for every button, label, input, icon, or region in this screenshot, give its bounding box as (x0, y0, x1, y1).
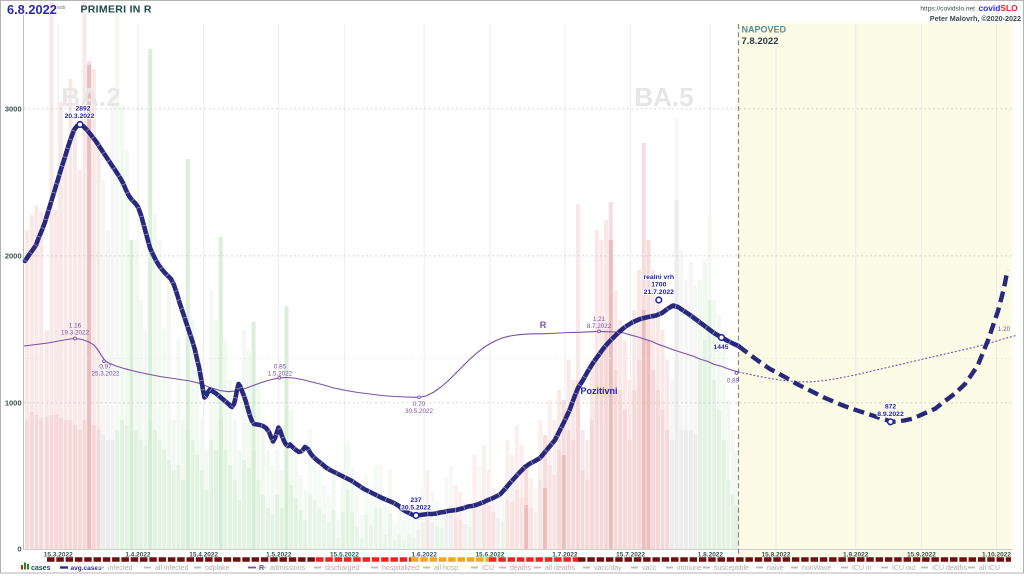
svg-text:nonWave: nonWave (802, 565, 831, 572)
svg-text:1.10.2022: 1.10.2022 (982, 552, 1011, 559)
svg-text:BA.2: BA.2 (61, 82, 120, 112)
svg-text:infected: infected (108, 565, 133, 572)
svg-text:PRIMERI IN R: PRIMERI IN R (81, 4, 152, 16)
svg-text:immune: immune (677, 565, 702, 572)
svg-text:sob: sob (57, 5, 65, 11)
svg-text:all deaths: all deaths (545, 565, 575, 572)
svg-text:2892: 2892 (76, 106, 91, 113)
svg-text:ICU in: ICU in (852, 565, 872, 572)
svg-text:vacc: vacc (642, 565, 657, 572)
svg-text:1.7.2022: 1.7.2022 (552, 552, 578, 559)
svg-text:1.4.2022: 1.4.2022 (125, 552, 151, 559)
svg-text:0.85: 0.85 (274, 364, 287, 371)
svg-text:ICU out: ICU out (892, 565, 916, 572)
svg-text:discharged: discharged (325, 565, 359, 572)
svg-text:1.16: 1.16 (69, 323, 82, 330)
svg-text:cases: cases (31, 565, 51, 572)
svg-text:0.70: 0.70 (413, 401, 426, 408)
svg-text:odplake: odplake (205, 565, 230, 572)
svg-text:naive: naive (767, 565, 784, 572)
svg-text:8.7.2022: 8.7.2022 (587, 323, 612, 330)
svg-text:1445: 1445 (714, 344, 729, 351)
svg-text:15.7.2022: 15.7.2022 (616, 552, 645, 559)
svg-text:realni vrh: realni vrh (643, 274, 674, 281)
svg-text:6.8.2022: 6.8.2022 (7, 2, 57, 17)
svg-text:susceptible: susceptible (714, 565, 749, 572)
svg-text:0,89: 0,89 (727, 378, 740, 385)
svg-text:21.7.2022: 21.7.2022 (644, 289, 674, 296)
svg-text:1.9.2022: 1.9.2022 (843, 552, 869, 559)
svg-text:all infected: all infected (155, 565, 189, 572)
svg-text:15.4.2022: 15.4.2022 (189, 552, 218, 559)
svg-text:15.8.2022: 15.8.2022 (762, 552, 791, 559)
svg-text:vacc/day: vacc/day (594, 565, 622, 572)
svg-text:15.5.2022: 15.5.2022 (330, 552, 359, 559)
svg-text:30.5.2022: 30.5.2022 (405, 408, 434, 415)
svg-text:872: 872 (885, 404, 897, 411)
svg-text:Pozitivni: Pozitivni (580, 386, 617, 396)
svg-text:1.8.2022: 1.8.2022 (698, 552, 724, 559)
svg-text:15.3.2022: 15.3.2022 (44, 552, 73, 559)
svg-text:25.3.2022: 25.3.2022 (91, 371, 120, 378)
svg-text:15.6.2022: 15.6.2022 (475, 552, 504, 559)
svg-text:1.6.2022: 1.6.2022 (412, 552, 438, 559)
svg-text:15.9.2022: 15.9.2022 (907, 552, 936, 559)
svg-text:R: R (540, 320, 547, 330)
svg-text:R: R (259, 565, 264, 572)
svg-text:BA.5: BA.5 (634, 82, 693, 112)
svg-text:0: 0 (17, 545, 21, 554)
svg-text:0.97: 0.97 (99, 364, 112, 371)
svg-text:20.3.2022: 20.3.2022 (65, 113, 95, 120)
svg-text:ICU deaths: ICU deaths (932, 565, 968, 572)
svg-text:https://covidslo.net: https://covidslo.net (920, 6, 975, 13)
svg-text:ICU: ICU (482, 565, 494, 572)
svg-text:1000: 1000 (5, 398, 22, 407)
svg-text:NAPOVED: NAPOVED (742, 25, 787, 35)
svg-text:hospitalized: hospitalized (382, 565, 419, 572)
svg-text:1700: 1700 (651, 281, 666, 288)
svg-text:8.9.2022: 8.9.2022 (877, 411, 904, 418)
svg-text:1.20: 1.20 (998, 326, 1011, 333)
svg-text:237: 237 (410, 497, 421, 504)
svg-text:avg.cases: avg.cases (71, 565, 102, 572)
svg-text:3000: 3000 (5, 104, 22, 113)
svg-text:2000: 2000 (5, 251, 22, 260)
svg-text:30.5.2022: 30.5.2022 (401, 504, 431, 511)
svg-text:1.5.2022: 1.5.2022 (266, 552, 292, 559)
svg-text:admissions: admissions (270, 565, 306, 572)
svg-text:deaths: deaths (510, 565, 532, 572)
svg-text:1.21: 1.21 (593, 316, 606, 323)
svg-text:19.3.2022: 19.3.2022 (61, 330, 90, 337)
svg-text:all hosp.: all hosp. (434, 565, 460, 572)
svg-text:Peter Malovrh, ©2020-2022: Peter Malovrh, ©2020-2022 (930, 14, 1021, 23)
svg-text:all ICU: all ICU (979, 565, 1000, 572)
svg-text:7.8.2022: 7.8.2022 (742, 36, 779, 47)
svg-text:covidSLO: covidSLO (979, 3, 1019, 13)
svg-text:1.5.2022: 1.5.2022 (268, 371, 293, 378)
